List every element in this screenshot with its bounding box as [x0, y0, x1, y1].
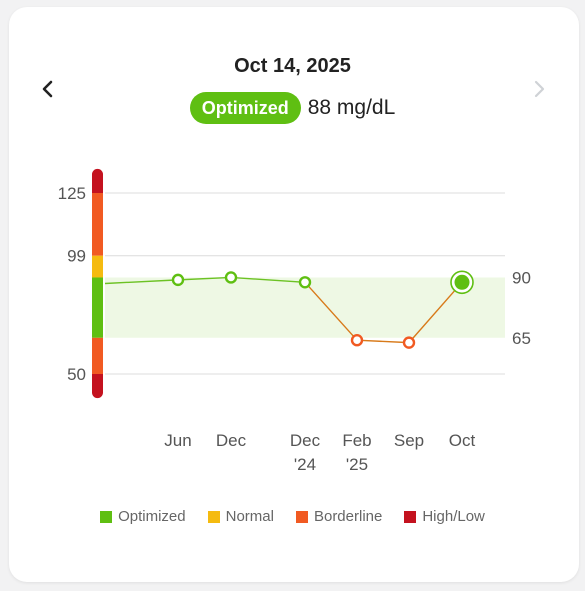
x-tick-label: Dec	[216, 431, 247, 450]
x-tick-label: Sep	[394, 431, 424, 450]
legend-swatch	[404, 510, 417, 523]
series-line-segment	[177, 276, 232, 281]
legend-item: Borderline	[295, 508, 383, 525]
series-line-segment	[408, 281, 463, 344]
range-tick-label: 90	[512, 268, 531, 287]
range-bar-segment-borderline	[92, 193, 103, 256]
x-tick-label: Feb	[342, 431, 371, 450]
selected-date: Oct 14, 2025	[234, 55, 351, 77]
reading-value: 88 mg/dL	[307, 96, 396, 119]
range-tick-label: 65	[512, 329, 531, 348]
series-line-segment	[356, 339, 410, 344]
x-tick-label: Dec	[290, 431, 321, 450]
range-bar-segment-borderline	[92, 337, 103, 374]
legend-swatch	[100, 510, 113, 523]
legend-label: Borderline	[313, 508, 383, 525]
y-tick-label: 99	[67, 247, 86, 266]
y-tick-label: 125	[58, 184, 86, 203]
legend-item: Normal	[207, 508, 274, 525]
data-point	[298, 276, 312, 289]
legend-label: Normal	[225, 508, 274, 525]
legend-swatch	[295, 510, 308, 523]
previous-button[interactable]	[33, 72, 63, 106]
x-tick-label: Oct	[449, 431, 476, 450]
data-point	[171, 273, 185, 287]
x-tick-label: Jun	[164, 431, 191, 450]
series-line-lead	[104, 279, 179, 285]
reading-summary: Optimized 88 mg/dL	[0, 92, 585, 124]
status-badge: Optimized	[189, 92, 301, 124]
range-bar-cap-bottom	[92, 374, 103, 393]
legend-label: Optimized	[118, 508, 186, 525]
series-line-segment	[304, 281, 358, 341]
x-tick-label: '24	[294, 455, 316, 474]
chart-legend: Optimized Normal Borderline High/Low	[0, 508, 585, 525]
legend-swatch	[207, 510, 220, 523]
y-tick-label: 50	[67, 365, 86, 384]
next-button[interactable]	[524, 72, 554, 106]
series-line-segment	[230, 276, 306, 283]
data-point	[402, 336, 416, 349]
range-bar-segment-optimized	[92, 277, 103, 338]
data-point	[224, 271, 238, 284]
data-point	[350, 334, 364, 347]
chevron-left-icon	[42, 80, 53, 98]
range-bar-cap-top	[92, 174, 103, 193]
legend-item: Optimized	[100, 508, 186, 525]
legend-label: High/Low	[422, 508, 485, 525]
legend-item: High/Low	[404, 508, 485, 525]
chevron-right-icon	[534, 80, 545, 98]
selected-data-point	[454, 274, 470, 290]
range-bar-segment-normal	[92, 255, 103, 278]
x-tick-label: '25	[346, 455, 368, 474]
